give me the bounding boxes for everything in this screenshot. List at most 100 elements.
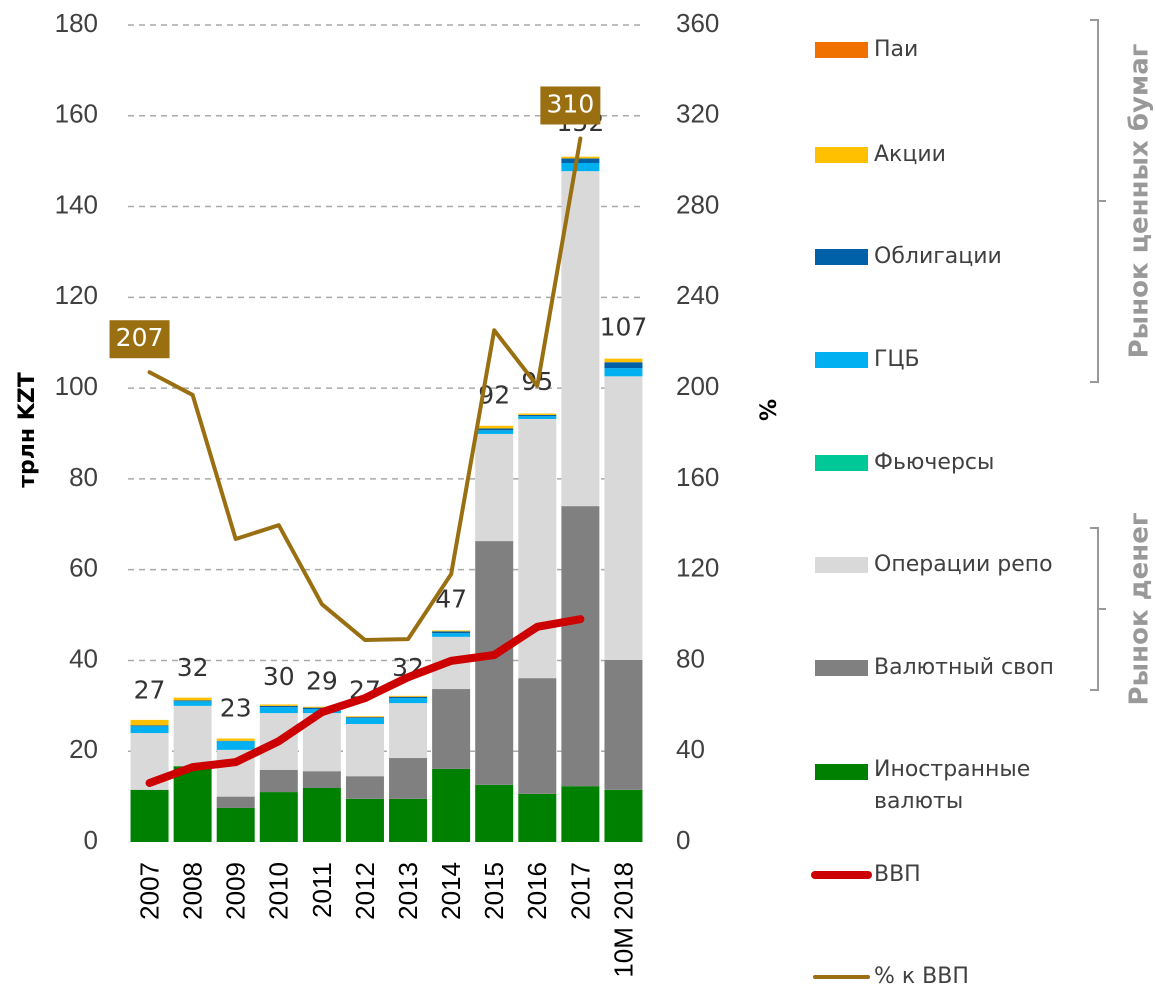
bar-segment — [518, 414, 557, 417]
x-tick-label: 2015 — [479, 862, 509, 920]
bar-segment — [432, 689, 471, 769]
bar-segment — [389, 696, 428, 699]
bar-segment — [345, 717, 384, 719]
legend-label: ГЦБ — [874, 347, 920, 372]
bar-segment — [389, 695, 428, 697]
legend-swatch — [815, 249, 868, 265]
bar-segment — [475, 428, 514, 431]
bar-segment — [216, 738, 255, 741]
bar-segment — [389, 698, 428, 704]
y-axis-label: трлн KZT — [15, 372, 40, 487]
legend-label: Фьючерсы — [874, 450, 994, 475]
legend-swatch — [815, 455, 868, 471]
y2-tick-label: 40 — [676, 734, 705, 764]
bar-segment — [173, 701, 212, 706]
y-tick-label: 80 — [69, 462, 98, 492]
bar-segment — [130, 789, 169, 842]
bar-segment — [173, 697, 212, 701]
bar-segment — [216, 741, 255, 750]
y-tick-label: 100 — [55, 371, 98, 401]
bar-segment — [302, 787, 341, 842]
y-tick-label: 120 — [55, 280, 98, 310]
legend-label: Облигации — [874, 244, 1002, 269]
y2-tick-label: 320 — [676, 99, 719, 129]
bar-segment — [259, 707, 298, 714]
bar-segment — [432, 768, 471, 842]
legend-swatch — [815, 352, 868, 368]
x-tick-label: 2012 — [350, 862, 380, 920]
y2-tick-label: 80 — [676, 643, 705, 673]
legend-swatch — [815, 660, 868, 676]
x-tick-label: 2009 — [221, 862, 251, 920]
x-tick-label: 2011 — [307, 862, 337, 918]
value-label: 310 — [547, 89, 595, 118]
y-tick-label: 0 — [84, 825, 98, 855]
y-tick-label: 140 — [55, 189, 98, 219]
total-label: 30 — [263, 662, 295, 691]
bar-segment — [604, 358, 643, 363]
value-label-box — [109, 320, 170, 359]
total-label: 32 — [177, 653, 209, 682]
bar-segment — [561, 506, 600, 787]
bar-segment — [518, 678, 557, 794]
bar-segment — [561, 171, 600, 507]
legend-label: Иностранные валюты — [874, 757, 1030, 814]
y2-tick-label: 360 — [676, 8, 719, 38]
bar-segment — [259, 704, 298, 706]
bar-segment — [604, 362, 643, 369]
y2-tick-label: 0 — [676, 825, 690, 855]
bar-segment — [432, 631, 471, 634]
legend-label: % к ВВП — [874, 964, 969, 989]
total-label: 23 — [220, 694, 252, 723]
bar-segment — [302, 706, 341, 708]
bar-segment — [475, 430, 514, 434]
x-tick-label: 2014 — [436, 862, 466, 920]
bar-segment — [345, 723, 384, 777]
y-tick-label: 180 — [55, 8, 98, 38]
bar-segment — [173, 705, 212, 767]
bar-segment — [475, 433, 514, 542]
x-tick-label: 2010 — [264, 862, 294, 920]
bracket-label: Рынок денег — [1125, 513, 1155, 706]
y2-tick-label: 120 — [676, 553, 719, 583]
bar-segment — [604, 368, 643, 377]
bracket — [1090, 527, 1106, 691]
y2-tick-label: 240 — [676, 280, 719, 310]
bar-segment — [561, 786, 600, 842]
x-tick-label: 10M 2018 — [608, 862, 638, 978]
bar-segment — [130, 725, 169, 727]
legend-swatch — [815, 42, 868, 58]
y2-tick-label: 280 — [676, 189, 719, 219]
bar-segment — [345, 716, 384, 718]
line — [147, 136, 583, 643]
bar-segment — [216, 796, 255, 808]
bar-segment — [130, 719, 169, 726]
bar-segment — [173, 766, 212, 842]
bar-segment — [345, 798, 384, 842]
bar-segment — [432, 633, 471, 637]
bar-segment — [302, 771, 341, 788]
bar-segment — [561, 156, 600, 159]
bar-segment — [216, 807, 255, 842]
y-tick-label: 60 — [69, 553, 98, 583]
bar-segment — [345, 776, 384, 799]
bar-segment — [259, 792, 298, 842]
line — [145, 615, 585, 787]
legend-label: Паи — [874, 37, 918, 62]
y2-tick-label: 160 — [676, 462, 719, 492]
bar-segment — [389, 758, 428, 799]
bar-segment — [604, 376, 643, 660]
bar-segment — [518, 413, 557, 415]
bar-segment — [561, 162, 600, 172]
y-tick-label: 20 — [69, 734, 98, 764]
y2-axis-label: % — [757, 399, 782, 421]
y-tick-label: 160 — [55, 99, 98, 129]
bar-segment — [518, 793, 557, 842]
legend-swatch — [815, 557, 868, 573]
total-label: 27 — [134, 675, 166, 704]
legend-label: Операции репо — [874, 552, 1053, 577]
bar-segment — [475, 541, 514, 785]
bar-segment — [475, 425, 514, 429]
bar-segment — [389, 798, 428, 842]
bar-segment — [475, 784, 514, 842]
